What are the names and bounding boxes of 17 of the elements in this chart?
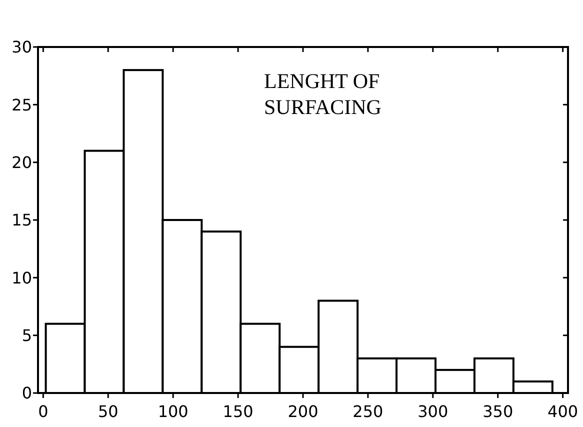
y-tick-label: 10 (12, 268, 32, 288)
y-tick-label: 20 (12, 152, 32, 172)
y-tick-label: 5 (22, 326, 32, 345)
x-tick-label: 50 (98, 402, 118, 421)
y-tick-label: 0 (22, 384, 32, 403)
y-tick-label: 30 (12, 38, 32, 57)
x-tick-label: 150 (222, 402, 254, 421)
x-tick-label: 250 (352, 402, 384, 421)
x-tick-label: 350 (482, 402, 514, 421)
x-tick-label: 100 (158, 402, 188, 421)
x-tick-label: 0 (38, 402, 48, 421)
y-tick-label: 15 (12, 210, 32, 230)
x-tick-label: 300 (418, 402, 448, 421)
x-tick-label: 200 (288, 402, 318, 421)
text: LENGHT OF SURFACING (264, 69, 382, 119)
x-tick-label: 400 (548, 402, 578, 421)
y-tick-label: 25 (12, 95, 32, 114)
